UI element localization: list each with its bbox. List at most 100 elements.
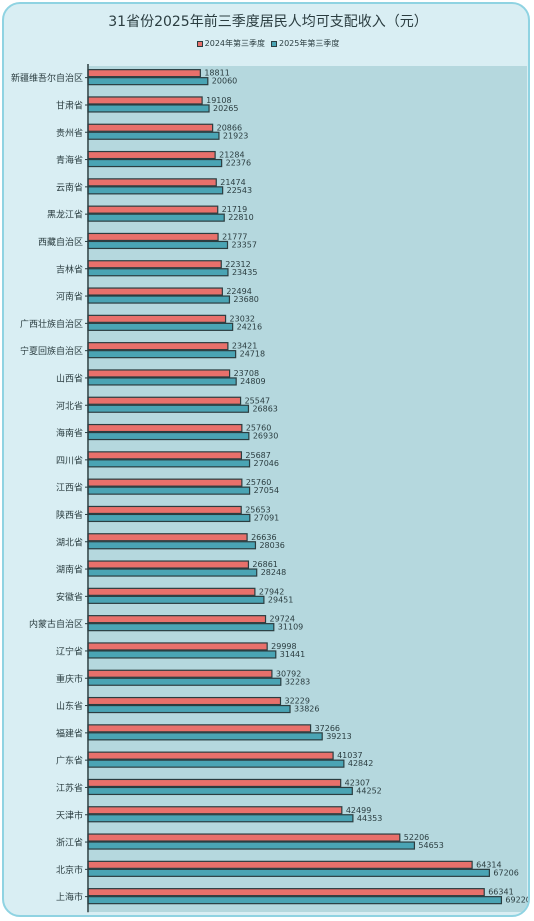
data-label: 23032 xyxy=(230,314,255,323)
bar xyxy=(87,404,250,413)
legend-item-2025[interactable]: 2025年第三季度 xyxy=(271,38,339,49)
data-label: 23421 xyxy=(232,342,257,351)
category-label: 山西省 xyxy=(56,372,83,384)
category-label: 广东省 xyxy=(56,755,83,767)
bar xyxy=(87,287,223,296)
bar xyxy=(87,369,231,378)
category-label: 云南省 xyxy=(56,181,83,193)
bar xyxy=(87,104,210,113)
bar xyxy=(87,186,224,195)
legend-swatch-2024 xyxy=(196,40,203,47)
data-label: 25653 xyxy=(245,505,270,514)
data-label: 22312 xyxy=(225,260,250,269)
bar xyxy=(87,178,217,187)
bar xyxy=(87,650,277,659)
category-label: 吉林省 xyxy=(56,263,83,275)
data-label: 27091 xyxy=(254,513,279,522)
bar xyxy=(87,478,243,487)
bar xyxy=(87,595,265,604)
bar xyxy=(87,841,416,850)
bar xyxy=(87,642,268,651)
data-label: 23708 xyxy=(234,369,259,378)
category-label: 甘肃省 xyxy=(56,99,83,111)
category-label: 河北省 xyxy=(56,400,83,412)
bar xyxy=(87,677,282,686)
category-label: 重庆市 xyxy=(56,673,83,685)
data-label: 23680 xyxy=(233,295,258,304)
bar xyxy=(87,896,503,905)
data-label: 42499 xyxy=(346,806,371,815)
bar xyxy=(87,888,485,897)
bar xyxy=(87,451,243,460)
data-label: 20866 xyxy=(217,123,242,132)
data-label: 54653 xyxy=(418,841,443,850)
bar xyxy=(87,669,273,678)
category-label: 贵州省 xyxy=(56,127,83,139)
data-label: 25547 xyxy=(245,396,270,405)
data-label: 24718 xyxy=(240,350,265,359)
data-label: 26930 xyxy=(253,432,278,441)
bar xyxy=(87,814,354,823)
bar xyxy=(87,232,219,242)
bar xyxy=(87,123,214,132)
bar xyxy=(87,587,256,596)
data-label: 31109 xyxy=(278,623,303,632)
bar-chart-svg: 新疆维吾尔自治区1881120060甘肃省1910820265贵州省208662… xyxy=(11,64,530,913)
bar xyxy=(87,704,291,714)
legend-item-2024[interactable]: 2024年第三季度 xyxy=(196,38,265,49)
data-label: 32229 xyxy=(284,697,309,706)
bar xyxy=(87,377,237,386)
bar xyxy=(87,513,251,523)
data-label: 20060 xyxy=(212,77,237,86)
bar xyxy=(87,623,275,632)
data-label: 41037 xyxy=(337,751,362,760)
data-label: 42307 xyxy=(345,778,370,787)
bar xyxy=(87,131,220,140)
bar xyxy=(87,560,250,569)
chart-title: 31省份2025年前三季度居民人均可支配收入（元） xyxy=(108,14,428,30)
category-label: 海南省 xyxy=(56,427,83,439)
data-label: 27054 xyxy=(254,486,279,495)
category-label: 西藏自治区 xyxy=(38,236,83,248)
data-label: 22376 xyxy=(226,159,251,168)
bar xyxy=(87,732,323,741)
bar xyxy=(87,77,209,86)
legend: 2024年第三季度 2025年第三季度 xyxy=(4,38,528,49)
data-label: 25760 xyxy=(246,478,271,487)
data-label: 27942 xyxy=(259,587,284,596)
data-label: 69220 xyxy=(505,896,530,905)
category-label: 江西省 xyxy=(56,482,83,494)
data-label: 33826 xyxy=(294,705,319,714)
data-label: 18811 xyxy=(204,69,229,78)
data-label: 20265 xyxy=(213,104,238,113)
category-label: 山东省 xyxy=(56,700,83,712)
category-label: 福建省 xyxy=(56,727,83,739)
bar xyxy=(87,786,353,796)
bar xyxy=(87,342,229,351)
data-label: 67206 xyxy=(493,868,518,877)
data-label: 32283 xyxy=(285,677,310,686)
bar xyxy=(87,158,223,168)
data-label: 42842 xyxy=(348,759,373,768)
data-label: 21923 xyxy=(223,131,248,140)
bar xyxy=(87,505,242,515)
bar xyxy=(87,213,225,222)
bar xyxy=(87,205,219,214)
bar xyxy=(87,696,282,706)
category-label: 广西壮族自治区 xyxy=(20,318,83,330)
bar xyxy=(87,350,237,359)
category-label: 天津市 xyxy=(56,809,83,821)
bar xyxy=(87,322,234,331)
bar xyxy=(87,431,250,441)
bar xyxy=(87,260,222,269)
bar xyxy=(87,541,257,550)
data-label: 23435 xyxy=(232,268,257,277)
bar xyxy=(87,759,345,768)
data-label: 19108 xyxy=(206,96,231,105)
category-label: 陕西省 xyxy=(56,509,83,521)
data-label: 22543 xyxy=(227,186,252,195)
category-label: 新疆维吾尔自治区 xyxy=(11,72,83,84)
data-label: 24809 xyxy=(240,377,265,386)
bar xyxy=(87,615,267,624)
category-label: 内蒙古自治区 xyxy=(29,618,83,630)
